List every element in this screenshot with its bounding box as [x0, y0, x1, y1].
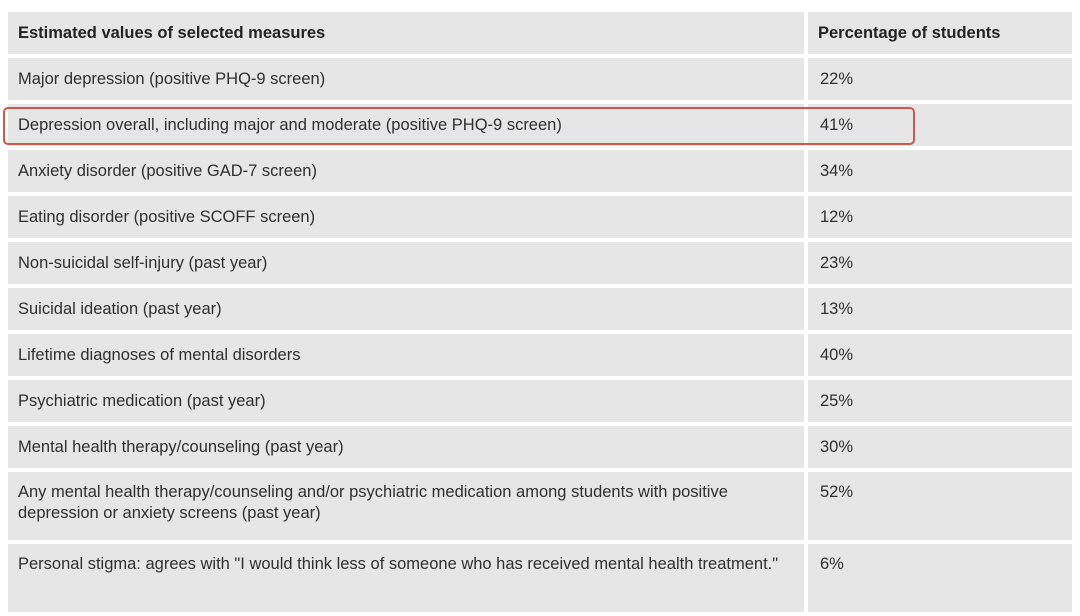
percentage-cell: 22%	[808, 58, 1072, 100]
table-row: Major depression (positive PHQ-9 screen)…	[8, 58, 1072, 100]
measure-cell: Major depression (positive PHQ-9 screen)	[8, 58, 808, 100]
table-row: Psychiatric medication (past year) 25%	[8, 380, 1072, 422]
percentage-cell: 6%	[808, 544, 1072, 612]
table-row-highlighted: Depression overall, including major and …	[8, 104, 1072, 146]
table-row: Lifetime diagnoses of mental disorders 4…	[8, 334, 1072, 376]
measure-cell: Eating disorder (positive SCOFF screen)	[8, 196, 808, 238]
table-row: Personal stigma: agrees with "I would th…	[8, 544, 1072, 612]
percentage-cell: 25%	[808, 380, 1072, 422]
measure-cell: Suicidal ideation (past year)	[8, 288, 808, 330]
measures-table-container: Estimated values of selected measures Pe…	[8, 12, 1072, 616]
percentage-cell: 12%	[808, 196, 1072, 238]
percentage-cell: 34%	[808, 150, 1072, 192]
percentage-cell: 41%	[808, 104, 1072, 146]
table-row: Eating disorder (positive SCOFF screen) …	[8, 196, 1072, 238]
percentage-cell: 40%	[808, 334, 1072, 376]
measure-cell: Non-suicidal self-injury (past year)	[8, 242, 808, 284]
percentage-cell: 30%	[808, 426, 1072, 468]
measure-cell: Mental health therapy/counseling (past y…	[8, 426, 808, 468]
table-row: Non-suicidal self-injury (past year) 23%	[8, 242, 1072, 284]
table-row: Suicidal ideation (past year) 13%	[8, 288, 1072, 330]
measure-cell: Psychiatric medication (past year)	[8, 380, 808, 422]
measure-cell: Depression overall, including major and …	[8, 104, 808, 146]
header-measure: Estimated values of selected measures	[8, 12, 808, 54]
percentage-cell: 52%	[808, 472, 1072, 540]
table-row: Anxiety disorder (positive GAD-7 screen)…	[8, 150, 1072, 192]
measure-cell: Personal stigma: agrees with "I would th…	[8, 544, 808, 612]
table-row: Any mental health therapy/counseling and…	[8, 472, 1072, 540]
measure-cell: Lifetime diagnoses of mental disorders	[8, 334, 808, 376]
measures-table: Estimated values of selected measures Pe…	[8, 8, 1072, 616]
header-percentage: Percentage of students	[808, 12, 1072, 54]
percentage-cell: 23%	[808, 242, 1072, 284]
table-row: Mental health therapy/counseling (past y…	[8, 426, 1072, 468]
percentage-cell: 13%	[808, 288, 1072, 330]
measure-cell: Any mental health therapy/counseling and…	[8, 472, 808, 540]
measure-cell: Anxiety disorder (positive GAD-7 screen)	[8, 150, 808, 192]
table-header-row: Estimated values of selected measures Pe…	[8, 12, 1072, 54]
